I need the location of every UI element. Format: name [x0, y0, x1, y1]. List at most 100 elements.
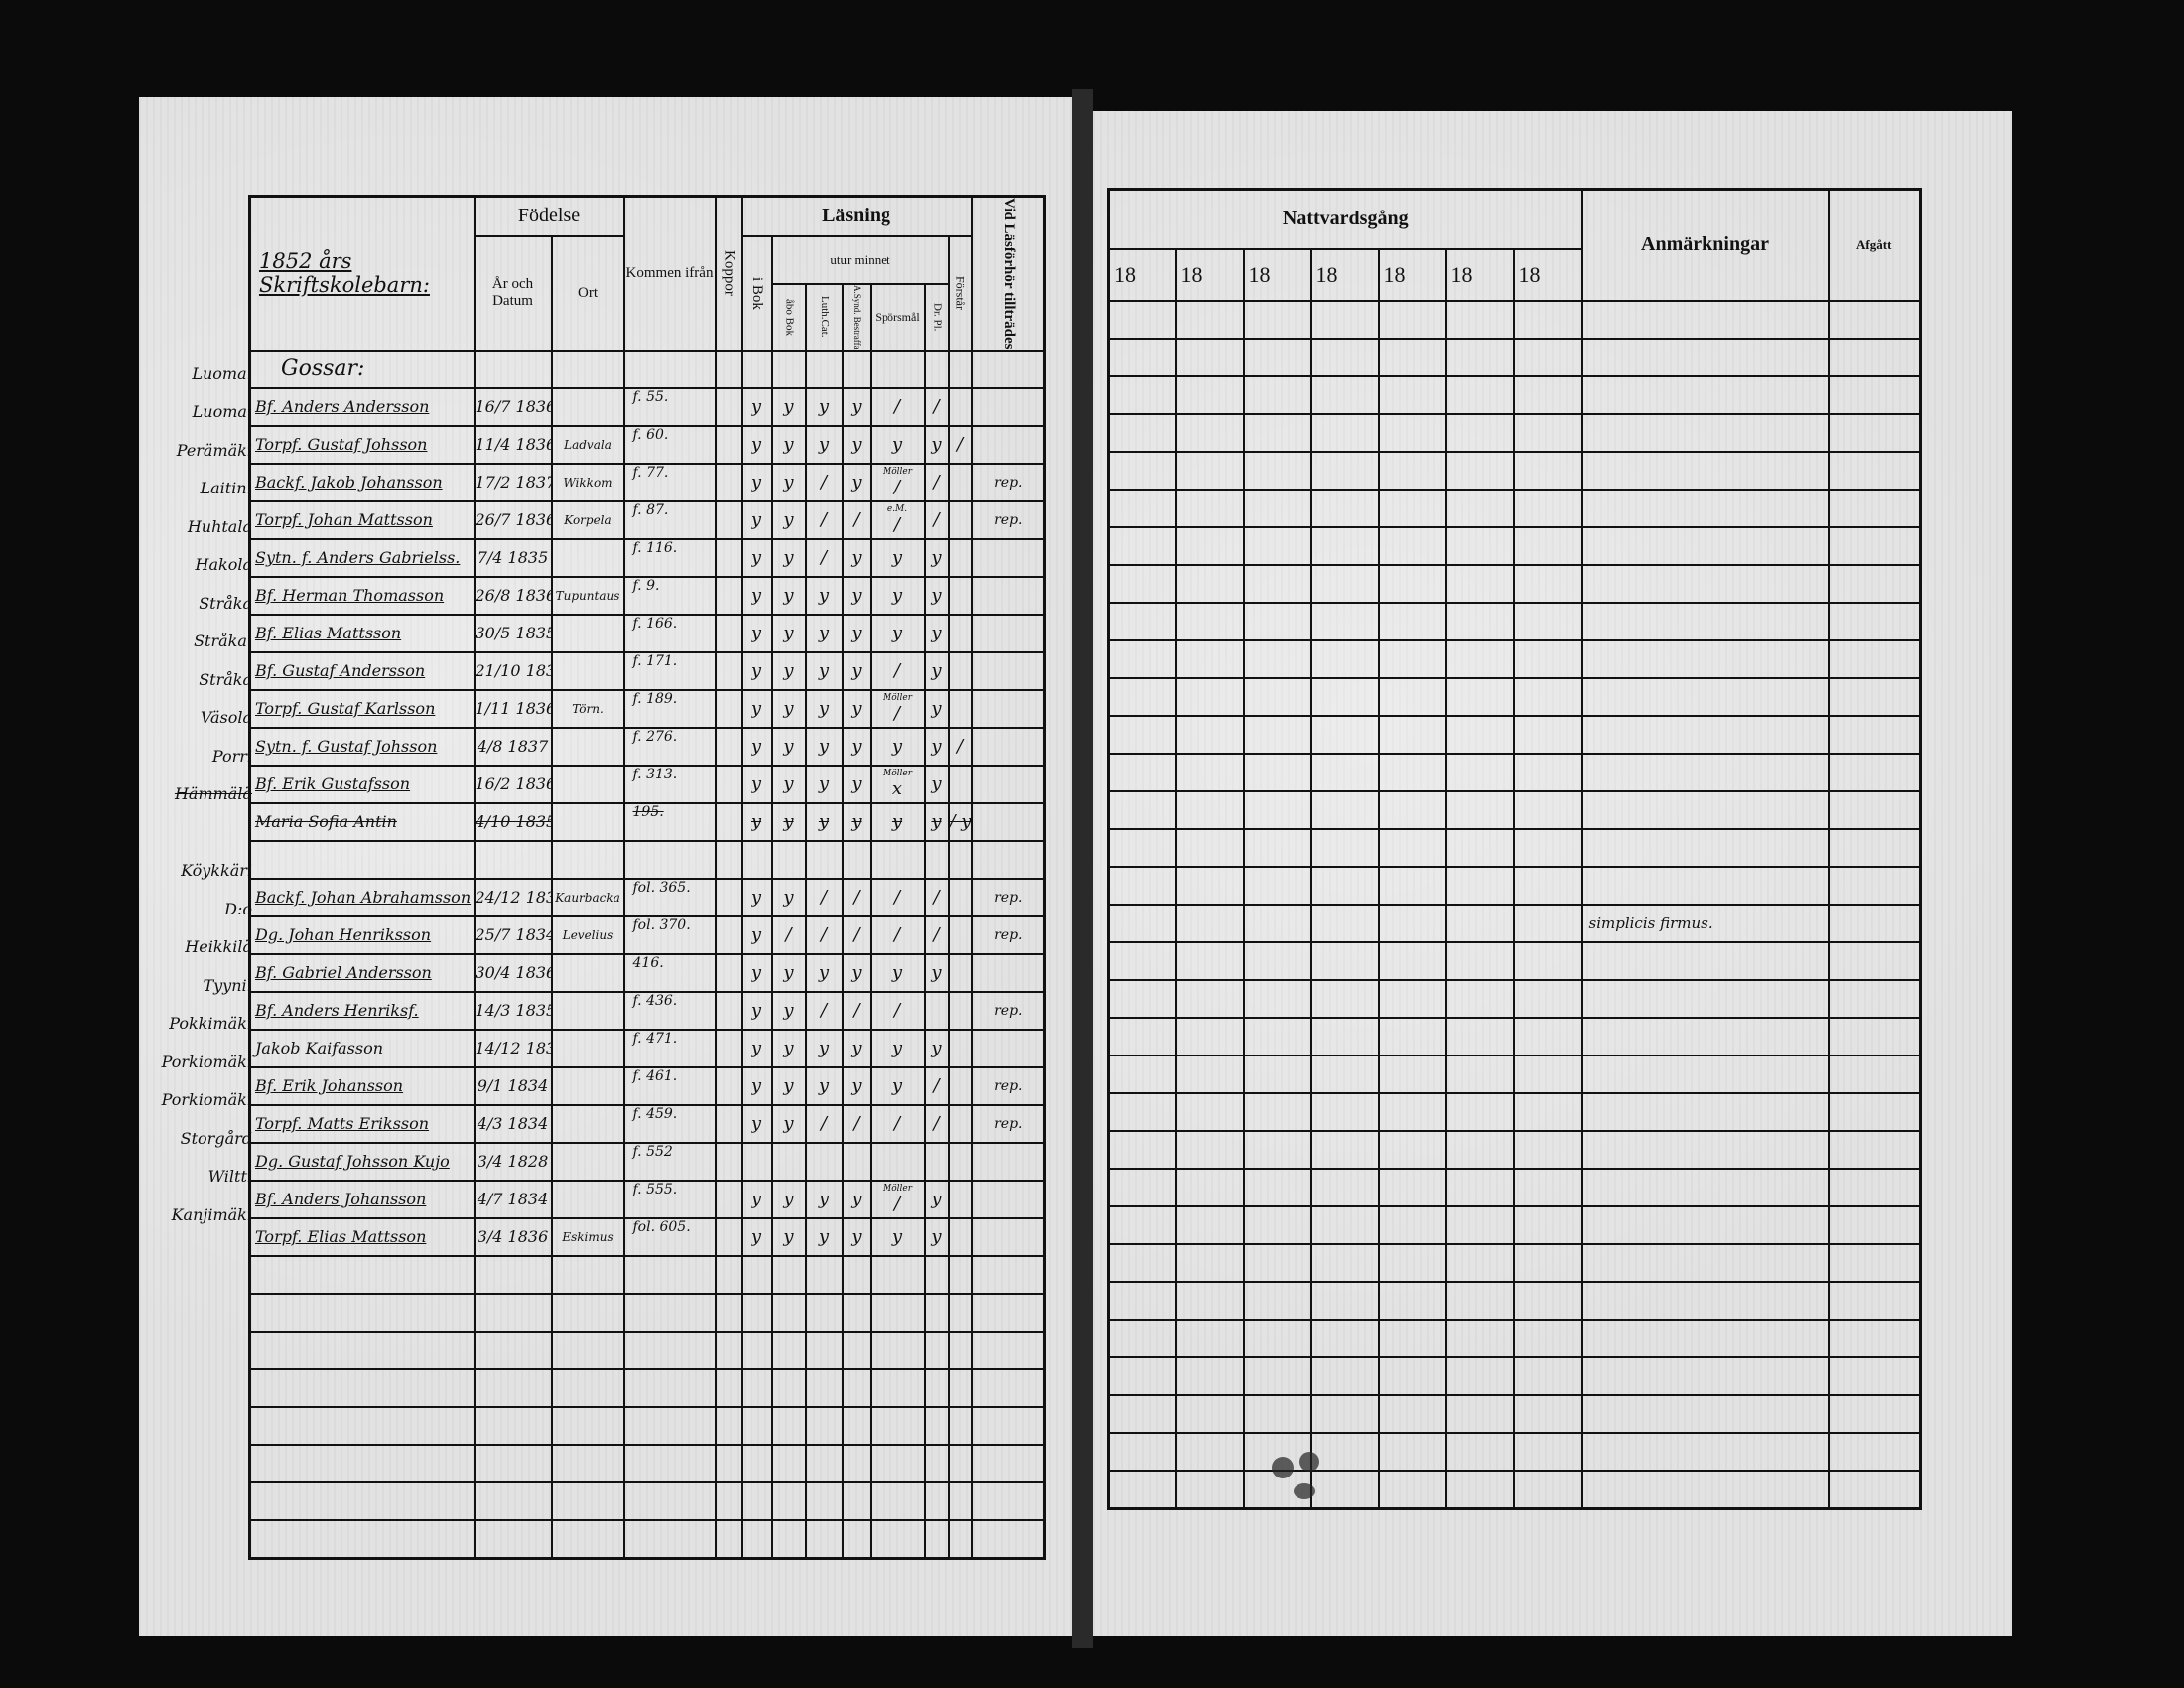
communion-cell [1174, 903, 1245, 943]
communion-cell [1377, 488, 1447, 528]
blank-cell [923, 1367, 950, 1408]
blank-cell [622, 1518, 717, 1559]
communion-row [1107, 1204, 1922, 1245]
communion-row [1107, 412, 1922, 453]
reading-mark: / [841, 1103, 872, 1144]
communion-cell [1242, 412, 1312, 453]
communion-cell [1174, 865, 1245, 906]
person-name: Torpf. Matts Eriksson [248, 1103, 476, 1144]
communion-cell [1444, 1129, 1515, 1170]
header-vid-lasforhor: Vid Läsförhör tillträdes [970, 195, 1046, 352]
blank-cell [970, 1518, 1046, 1559]
register-row: Maria Sofia Antin 4/10 1835 195. y y y y y y / y [248, 801, 1046, 842]
lasforhor-note [970, 386, 1046, 427]
blank-cell [770, 839, 807, 880]
birth-place: Tupuntaus [550, 575, 625, 616]
header-year-date: År och Datum [473, 234, 553, 352]
came-from: f. 552 [622, 1141, 717, 1182]
person-name: Dg. Gustaf Johsson Kujo [248, 1141, 476, 1182]
communion-row [1107, 676, 1922, 717]
communion-cell [1242, 978, 1312, 1019]
communion-cell [1444, 1355, 1515, 1396]
village-name: Hakola [195, 555, 252, 574]
mark-value: y [783, 660, 794, 681]
birth-date: 4/10 1835 [473, 801, 553, 842]
reading-mark: y [869, 613, 926, 653]
mark-value: y [751, 1189, 762, 1209]
reading-mark: y [804, 1179, 844, 1219]
village-name: Kanjimäki [171, 1204, 252, 1224]
birth-date: 30/4 1836 [473, 952, 553, 993]
communion-row [1107, 1129, 1922, 1170]
mark-value: y [851, 660, 862, 681]
mark-value: y [751, 472, 762, 492]
communion-cell [1512, 299, 1583, 340]
remark-cell [1580, 374, 1830, 415]
communion-cell [1444, 676, 1515, 717]
communion-row [1107, 1469, 1922, 1509]
communion-cell [1377, 940, 1447, 981]
lasforhor-note [970, 613, 1046, 653]
communion-cell [1174, 1431, 1245, 1472]
reading-mark: y [869, 726, 926, 767]
reading-mark: / [923, 877, 950, 917]
lasforhor-note [970, 575, 1046, 616]
blank-cell [622, 1330, 717, 1370]
mark-value: y [851, 811, 862, 832]
reading-mark: e.M. / [869, 499, 926, 540]
mark-value: / [893, 660, 901, 681]
communion-cell [1444, 525, 1515, 566]
mark-value: y [751, 1075, 762, 1096]
mark-value: y [783, 509, 794, 530]
communion-cell [1377, 1469, 1447, 1509]
register-row: Bf. Herman Thomasson 26/8 1836 Tupuntaus f.… [248, 575, 1046, 616]
communion-cell [1174, 450, 1245, 491]
header-place: Ort [550, 234, 625, 352]
blank-cell [473, 1518, 553, 1559]
communion-cell [1377, 601, 1447, 641]
communion-cell [1107, 1129, 1177, 1170]
reading-mark: / [869, 1103, 926, 1144]
communion-cell [1444, 1393, 1515, 1434]
reading-mark: y [804, 424, 844, 465]
departed-cell [1827, 1054, 1922, 1094]
koppor-cell [714, 613, 743, 653]
mark-value: y [891, 811, 903, 832]
birth-place: Ladvala [550, 424, 625, 465]
reading-mark: y [841, 575, 872, 616]
communion-cell [1174, 525, 1245, 566]
lasforhor-note: rep. [970, 499, 1046, 540]
reading-mark: / [841, 877, 872, 917]
village-name: Hämmälä [174, 784, 252, 803]
mark-value: y [931, 1226, 942, 1247]
reading-mark: y [770, 537, 807, 578]
blank-cell [248, 839, 476, 880]
village-name: Tyyni: [203, 975, 252, 995]
blank-cell [770, 1405, 807, 1446]
blank-cell [841, 1254, 872, 1295]
village-name: Köykkäri [181, 861, 252, 880]
reading-mark: y [923, 801, 950, 842]
communion-cell [1242, 450, 1312, 491]
year-header: 18 [1512, 247, 1583, 302]
person-name: Torpf. Elias Mattsson [248, 1216, 476, 1257]
communion-cell [1107, 1280, 1177, 1321]
blank-cell [804, 1443, 844, 1483]
mark-value: / [893, 887, 901, 908]
mark-value: / [820, 472, 828, 492]
reading-mark: y [740, 726, 773, 767]
reading-mark [923, 1141, 950, 1182]
reading-mark: y [740, 424, 773, 465]
departed-cell [1827, 1280, 1922, 1321]
communion-cell [1309, 525, 1380, 566]
remark-cell [1580, 412, 1830, 453]
communion-cell [1107, 1242, 1177, 1283]
communion-cell [1309, 1054, 1380, 1094]
blank-row [248, 1254, 1046, 1295]
person-name: Backf. Jakob Johansson [248, 462, 476, 502]
reading-mark [947, 1179, 973, 1219]
blank-cell [740, 839, 773, 880]
person-name: Bf. Herman Thomasson [248, 575, 476, 616]
reading-mark: y [841, 764, 872, 804]
